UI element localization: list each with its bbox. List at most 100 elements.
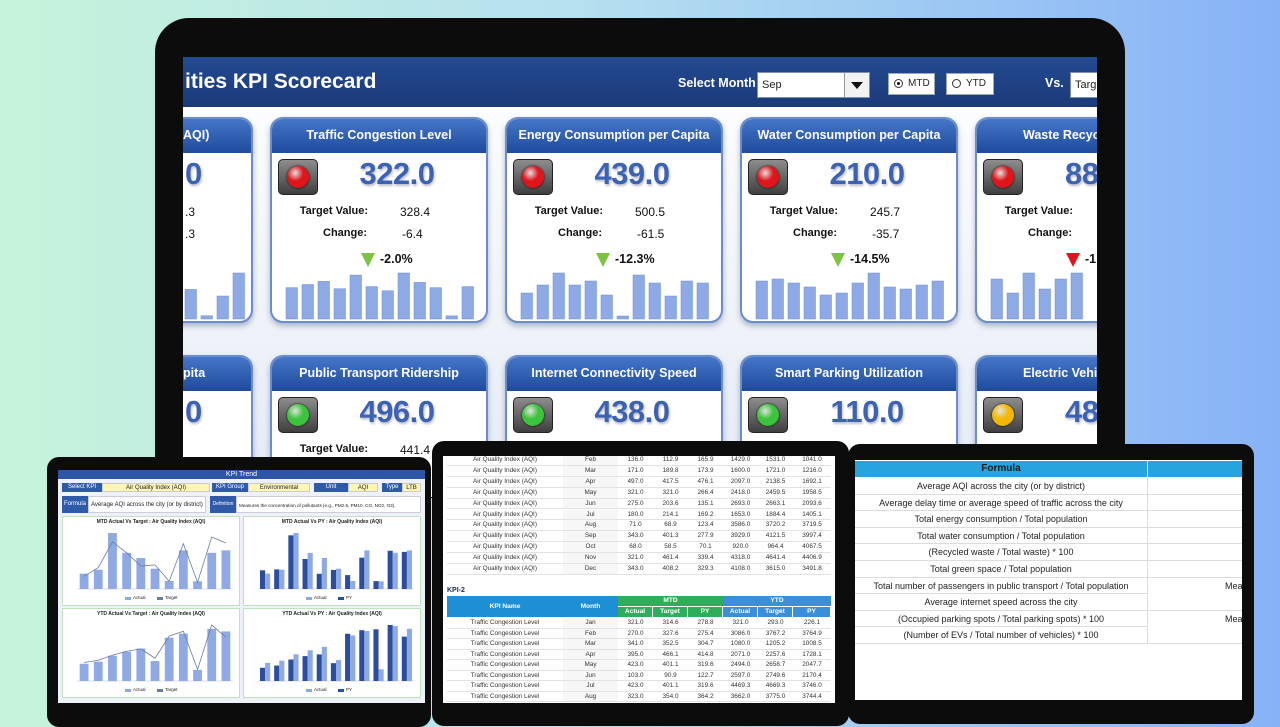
mini-bar	[164, 581, 174, 589]
table-cell: 1429.0	[723, 456, 758, 466]
header-sub: Actual	[618, 607, 653, 617]
table-cell: 339.4	[688, 553, 723, 564]
target-value: 328.4	[400, 205, 431, 219]
legend-swatch	[306, 689, 312, 692]
card-title: Smart Parking Utilization	[742, 357, 956, 391]
table-cell: 1531.0	[758, 456, 793, 466]
table-cell: Traffic Congestion Level	[447, 681, 563, 692]
mini-bar	[302, 656, 308, 681]
card-title: Electric Vehicle (EV)	[977, 357, 1097, 391]
monitor: ities KPI Scorecard Select Month Sep MTD…	[155, 18, 1125, 498]
status-lamp	[522, 404, 544, 426]
kpi-value: 110.0	[830, 394, 904, 429]
compare-dropdown[interactable]: Targ	[1070, 72, 1097, 98]
table-cell: Air Quality Index (AQI)	[447, 499, 563, 510]
data-screen: Air Quality Index (AQI) Feb 136.0 112.9 165.…	[443, 456, 835, 703]
mini-bar	[336, 568, 342, 589]
status-light	[513, 159, 553, 195]
table-cell: 304.7	[688, 639, 723, 650]
formula-text: Average AQI across the city (or by distr…	[88, 496, 206, 513]
table-cell: Jun	[563, 498, 618, 510]
mini-bar	[293, 654, 299, 681]
table-cell: 4469.3	[723, 681, 758, 692]
mini-bar	[406, 550, 413, 589]
table-cell: 3719.5	[793, 520, 831, 532]
table-cell: 3615.0	[758, 564, 793, 575]
spark-bar	[696, 282, 709, 320]
kpi-value: 48	[1065, 394, 1097, 429]
sparkline	[285, 272, 474, 320]
table-cell: 2658.7	[758, 660, 793, 671]
formula-cell: Average delay time or average speed of t…	[855, 494, 1148, 512]
compare-value: Targ	[1075, 79, 1097, 91]
card-title: Water Consumption per Capita	[742, 119, 956, 153]
mini-bar	[401, 551, 407, 589]
table-cell: 2071.0	[723, 650, 758, 660]
table-cell: 3662.0	[723, 692, 758, 702]
mtd-radio[interactable]: MTD	[888, 73, 935, 95]
table-cell: May	[563, 660, 618, 671]
change-percent: -2.0%	[380, 252, 413, 266]
table-cell: 189.8	[653, 466, 688, 477]
spark-bar	[568, 284, 581, 320]
radio-selected	[897, 82, 900, 85]
month-dropdown[interactable]: Sep	[757, 72, 870, 98]
mini-bar	[193, 581, 202, 589]
table-cell: 3086.0	[723, 629, 758, 639]
spark-bar	[680, 280, 693, 320]
spark-bar	[755, 280, 768, 320]
formula-next-cell: Mea	[1225, 613, 1242, 624]
table-cell: Jul	[563, 509, 618, 521]
target-label: Target Value:	[1004, 205, 1073, 217]
target-value: 500.5	[635, 205, 666, 219]
field-value: AQI	[348, 483, 378, 492]
spark-bar	[232, 272, 245, 320]
spark-bar	[461, 286, 474, 320]
formula-cell: (Recycled waste / Total waste) * 100	[855, 544, 1148, 561]
dropdown-arrow	[851, 82, 863, 89]
table-cell: 3491.8	[793, 564, 831, 575]
change-label: Change:	[793, 227, 837, 239]
ytd-radio[interactable]: YTD	[946, 73, 994, 95]
legend-swatch	[338, 689, 344, 692]
table-cell: 171.0	[618, 466, 653, 477]
table-cell: 70.1	[688, 542, 723, 554]
change-percent: -12.3%	[615, 252, 655, 266]
status-lamp	[992, 404, 1014, 426]
table-cell: 203.6	[653, 499, 688, 510]
table-cell: 275.4	[688, 629, 723, 639]
spark-bar	[349, 274, 362, 320]
table-cell: Aug	[563, 691, 618, 702]
sparkline	[990, 272, 1083, 320]
table-cell: 1216.0	[793, 466, 831, 477]
mini-bar	[288, 659, 294, 681]
status-light	[983, 397, 1023, 433]
spark-bar	[600, 294, 613, 320]
mini-chart: MTD Actual Vs Target : Air Quality Index…	[62, 516, 240, 606]
table-cell: 1600.0	[723, 466, 758, 477]
trend-arrow	[596, 253, 610, 267]
table-cell: Traffic Congestion Level	[447, 629, 563, 639]
mini-bar	[207, 552, 217, 589]
table-cell: Mar	[563, 639, 618, 650]
mini-bar	[150, 661, 160, 681]
dropdown-button[interactable]	[844, 73, 869, 97]
spark-bar	[333, 288, 346, 320]
table-cell: May	[563, 487, 618, 499]
mini-bar	[274, 569, 280, 589]
table-cell: Air Quality Index (AQI)	[447, 553, 563, 564]
kpi-card: Water Consumption per Capita 210.0 Target …	[740, 117, 958, 323]
mini-bar	[259, 570, 266, 589]
target-value: .3	[185, 205, 196, 219]
table-cell: 214.1	[653, 510, 688, 521]
table-cell: 4108.0	[723, 564, 758, 575]
header-sub: PY	[793, 607, 831, 617]
spark-bar	[648, 282, 661, 320]
mini-chart-title: MTD Actual Vs PY : Air Quality Index (AQ…	[281, 519, 383, 525]
target-label: Target Value:	[299, 205, 368, 217]
laptop-middle: Air Quality Index (AQI) Feb 136.0 112.9 165.…	[432, 441, 849, 726]
mtd-label: MTD	[908, 78, 930, 89]
mini-bar	[406, 628, 413, 681]
legend-swatch	[125, 597, 131, 600]
mini-bar	[316, 573, 322, 589]
